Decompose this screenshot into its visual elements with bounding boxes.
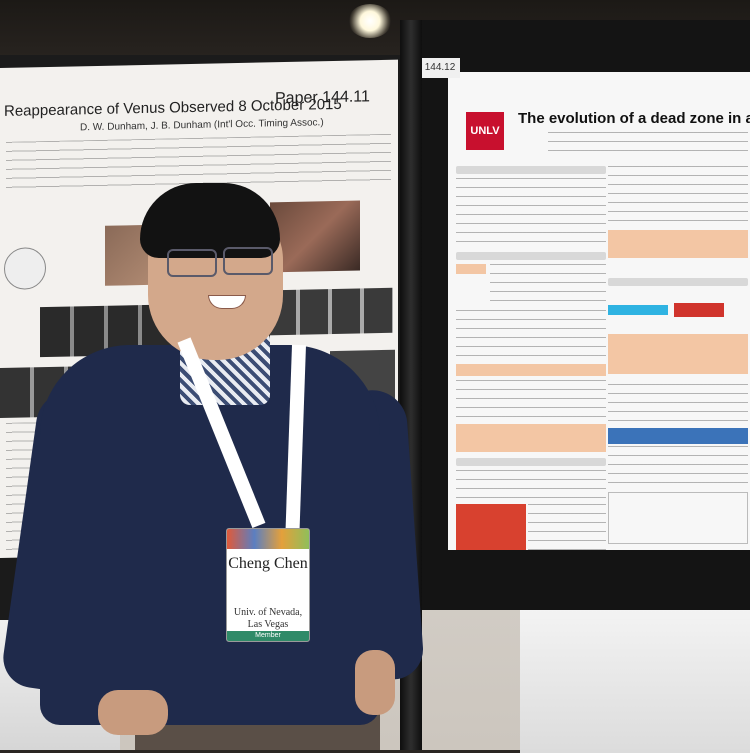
booth-number-tag: 144.12	[420, 58, 460, 78]
glasses-icon	[167, 249, 217, 277]
poster-right-column-right	[608, 162, 748, 544]
badge-header-stripe	[227, 529, 309, 549]
badge-name: Cheng Chen	[228, 555, 308, 572]
hair	[140, 183, 280, 258]
glasses-icon	[223, 247, 273, 275]
moon-image-strip	[268, 287, 393, 336]
right-hand	[355, 650, 395, 715]
ceiling-light-icon	[348, 4, 392, 38]
poster-right-column-left	[456, 162, 606, 550]
name-badge: Cheng Chen Univ. of Nevada, Las Vegas Me…	[226, 528, 310, 642]
badge-affiliation: Univ. of Nevada, Las Vegas	[233, 607, 303, 630]
table-cloth-right	[520, 600, 750, 753]
unlv-logo: UNLV	[466, 112, 504, 150]
poster-right: UNLV The evolution of a dead zone in a c…	[448, 72, 750, 550]
poster-left-title: Reappearance of Venus Observed 8 October…	[4, 95, 342, 120]
poster-left-authors: D. W. Dunham, J. B. Dunham (Int'l Occ. T…	[80, 117, 324, 134]
poster-left-photo-observer	[270, 200, 360, 273]
left-hand	[98, 690, 168, 735]
badge-role: Member	[227, 631, 309, 641]
moon-diagram-icon	[4, 247, 46, 290]
poster-right-title: The evolution of a dead zone in a circ	[518, 110, 750, 127]
poster-right-authors	[548, 132, 748, 152]
